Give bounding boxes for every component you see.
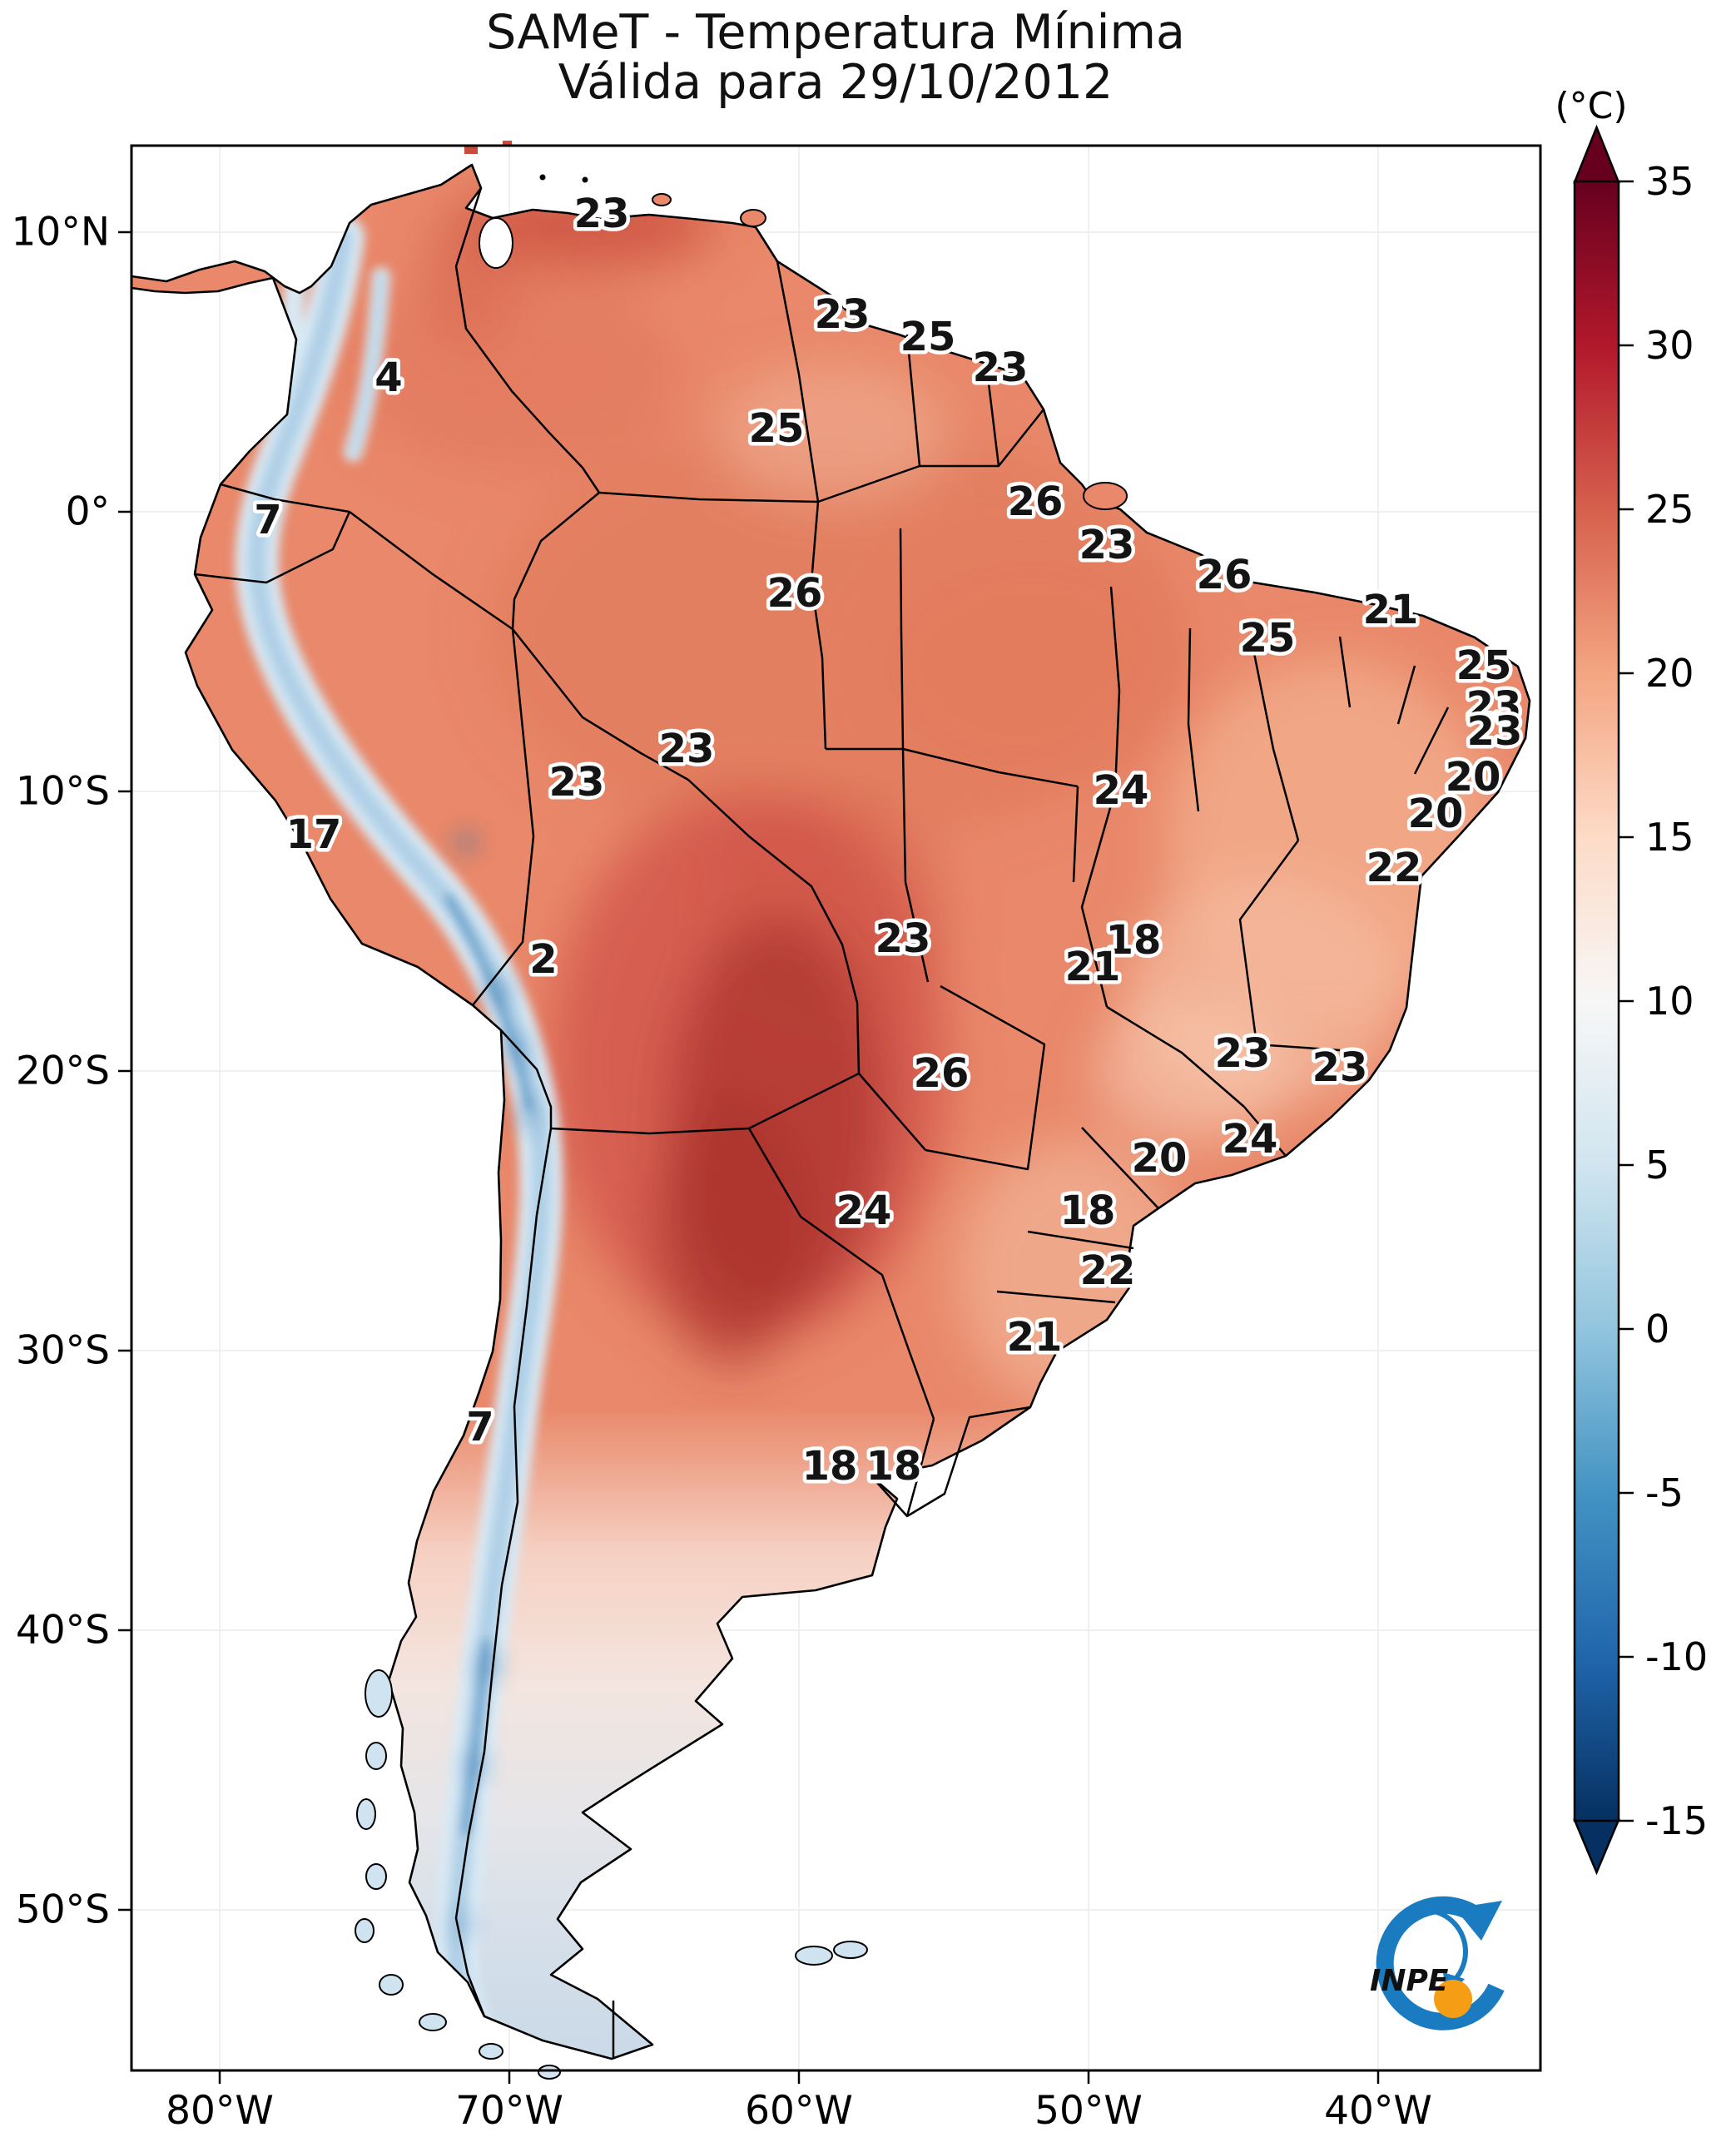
islands-and-lakes	[355, 141, 1128, 2080]
colorbar-tick-label: 25	[1645, 487, 1694, 532]
falkland-east	[833, 1941, 868, 1959]
temp-label: 23	[875, 915, 931, 962]
y-tick-label: 30°S	[16, 1328, 110, 1374]
temp-label: 2	[529, 936, 557, 983]
inpe-text: INPE	[1370, 1964, 1449, 1998]
temp-label: 23	[815, 291, 870, 338]
temp-label: 23	[1467, 708, 1523, 755]
temp-label: 24	[836, 1188, 892, 1234]
page-title: SAMeT - Temperatura Mínima Válida para 2…	[486, 5, 1185, 110]
inpe-swoosh-arc	[1376, 1896, 1505, 2031]
colorbar-tick-label: -5	[1645, 1470, 1684, 1515]
temp-label: 4	[374, 355, 402, 401]
temp-label: 20	[1446, 754, 1501, 801]
temp-label: 22	[1080, 1247, 1136, 1294]
lake-maracaibo	[479, 217, 513, 269]
temp-label: 25	[749, 405, 805, 452]
temp-label: 26	[1197, 552, 1252, 598]
temp-label: 24	[1094, 767, 1149, 814]
caribbean-islet	[503, 141, 512, 146]
temp-label: 23	[973, 345, 1029, 391]
inpe-logo: INPE	[1370, 1896, 1505, 2031]
temp-label: 26	[914, 1050, 970, 1097]
temp-label: 18	[1060, 1188, 1116, 1234]
fjord-islands	[355, 1669, 561, 2080]
y-tick-label: 10°N	[12, 210, 110, 255]
temp-label: 26	[1008, 478, 1064, 525]
temp-label: 18	[1106, 917, 1162, 964]
colorbar-ticks: 35 30 25 20 15 10 5 0 -5 -10 -15	[1619, 159, 1708, 1843]
inpe-swoosh-arrowhead	[1455, 1901, 1502, 1941]
x-tick-label: 80°W	[166, 2088, 274, 2134]
andes-cold-spots	[456, 834, 534, 1931]
inpe-inner-arc	[1380, 1907, 1469, 1985]
temp-label: 7	[466, 1404, 494, 1450]
colorbar-gradient-bar	[1573, 180, 1620, 1822]
temp-label: 20	[1408, 791, 1464, 837]
y-tick-label: 50°S	[16, 1887, 110, 1933]
temp-label: 22	[1366, 845, 1422, 891]
x-tick-label: 60°W	[745, 2088, 853, 2134]
x-tick-label: 40°W	[1324, 2088, 1432, 2134]
temperature-field	[131, 165, 1530, 2059]
colorbar-arrow-over	[1573, 124, 1620, 184]
temp-label: 23	[1079, 522, 1135, 568]
temp-label: 17	[286, 811, 342, 858]
y-tick-label: 10°S	[16, 769, 110, 815]
caribbean-islet	[539, 174, 546, 181]
colorbar-unit-label: (°C)	[1555, 85, 1627, 127]
caribbean-islet	[582, 176, 588, 183]
colorbar-tick-label: 10	[1645, 979, 1694, 1024]
colorbar-arrow-under	[1573, 1818, 1620, 1876]
temp-label: 25	[1240, 615, 1296, 662]
colorbar-tick-label: 30	[1645, 323, 1694, 368]
colorbar-tick-label: 35	[1645, 159, 1694, 204]
temp-label: 21	[1007, 1314, 1063, 1361]
margarita-island	[652, 193, 672, 206]
colorbar-tick-label: 5	[1645, 1143, 1669, 1188]
temp-label: 23	[1215, 1030, 1271, 1077]
x-tick-label: 70°W	[455, 2088, 563, 2134]
temp-label: 23	[1466, 683, 1522, 730]
temp-label: 20	[1132, 1135, 1188, 1182]
title-line-2: Válida para 29/10/2012	[558, 55, 1114, 110]
colorbar-tick-label: 0	[1645, 1307, 1669, 1351]
x-tick-label: 50°W	[1034, 2088, 1143, 2134]
political-borders	[194, 187, 1450, 2057]
marajo-island	[1083, 482, 1128, 510]
colorbar-tick-label: -15	[1645, 1798, 1708, 1843]
x-axis: 80°W 70°W 60°W 50°W 40°W	[166, 2070, 1432, 2134]
temp-label: 18	[802, 1443, 858, 1490]
colorbar: (°C) 35 30 25 20 15 10 5 0 -5 -10 -15	[1555, 85, 1708, 1876]
temp-label: 25	[1456, 642, 1512, 689]
y-axis: 10°N 0° 10°S 20°S 30°S 40°S 50°S	[12, 210, 131, 1933]
caribbean-islet	[464, 146, 478, 154]
temp-label: 26	[767, 570, 823, 617]
temp-label: 21	[1363, 587, 1419, 633]
temp-label: 23	[659, 726, 715, 772]
colorbar-tick-label: -10	[1645, 1634, 1708, 1679]
temp-label: 23	[574, 191, 630, 237]
colorbar-tick-label: 20	[1645, 651, 1694, 696]
title-line-1: SAMeT - Temperatura Mínima	[486, 5, 1185, 60]
temp-label: 18	[866, 1443, 922, 1490]
y-tick-label: 20°S	[16, 1049, 110, 1094]
temp-label: 21	[1065, 944, 1121, 990]
temp-label: 24	[1223, 1116, 1278, 1163]
temp-label: 25	[900, 314, 956, 360]
temp-label: 7	[254, 497, 281, 543]
axes-frame	[130, 144, 1542, 2072]
y-tick-label: 0°	[66, 489, 110, 535]
trinidad-island	[740, 209, 766, 227]
temp-label: 23	[1312, 1044, 1368, 1091]
colorbar-tick-label: 15	[1645, 815, 1694, 860]
temp-label: 23	[549, 759, 605, 806]
inpe-orange-dot	[1434, 1980, 1472, 2018]
falkland-west	[795, 1946, 833, 1966]
y-tick-label: 40°S	[16, 1608, 110, 1654]
